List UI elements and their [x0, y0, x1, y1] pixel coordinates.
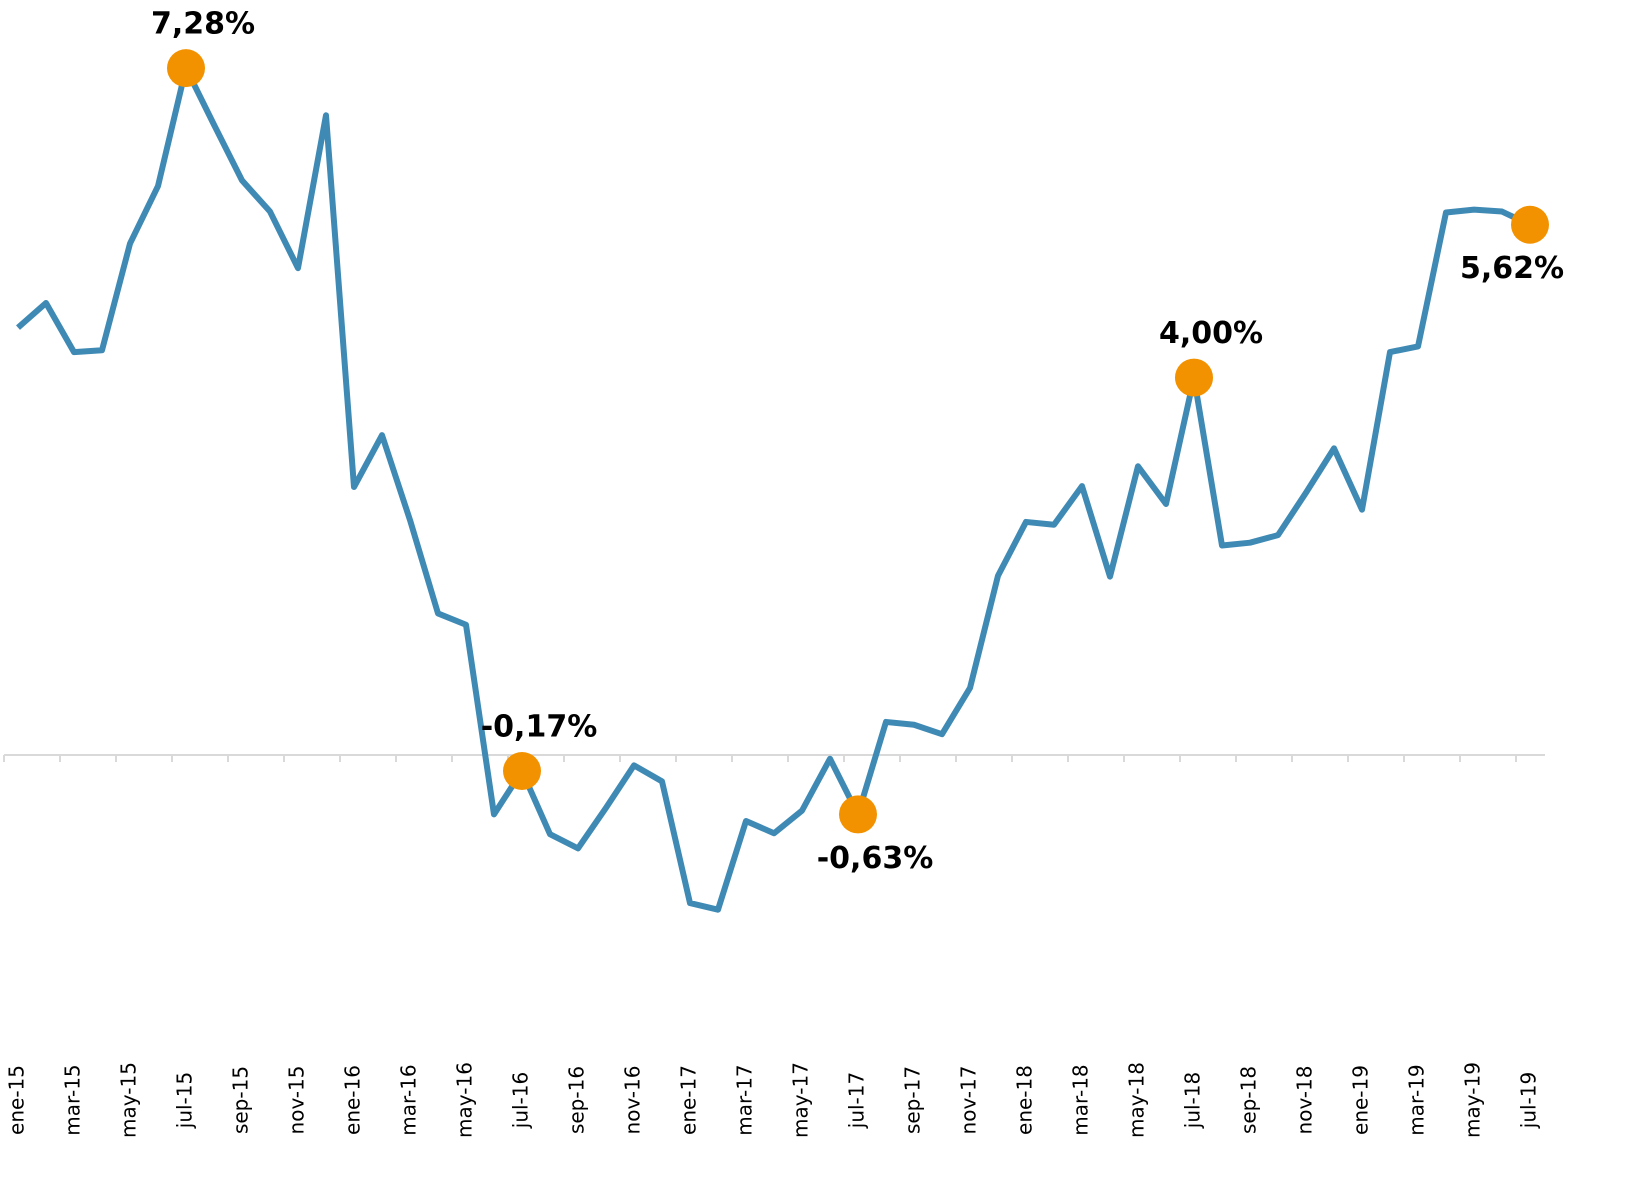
data-label: -0,17% — [481, 710, 598, 745]
x-tick-label: nov-16 — [621, 1066, 645, 1135]
data-label: 4,00% — [1159, 316, 1263, 351]
line-series — [16, 65, 1532, 913]
highlight-marker — [839, 795, 877, 834]
x-tick-label: jul-15 — [173, 1072, 197, 1129]
x-tick-label: ene-19 — [1349, 1065, 1373, 1135]
x-tick-label: may-18 — [1125, 1062, 1149, 1138]
x-tick-label: nov-18 — [1293, 1066, 1317, 1135]
x-tick-label: ene-17 — [677, 1065, 701, 1135]
data-label: 5,62% — [1460, 251, 1564, 286]
x-tick-label: sep-16 — [565, 1066, 589, 1134]
x-tick-label: jul-16 — [509, 1072, 533, 1129]
x-tick-label: nov-15 — [285, 1066, 309, 1135]
x-tick-label: mar-17 — [733, 1064, 757, 1135]
x-tick-label: mar-15 — [61, 1064, 85, 1135]
highlight-marker — [1175, 358, 1213, 397]
data-label: -0,63% — [817, 841, 934, 876]
x-tick-label: sep-18 — [1237, 1066, 1261, 1134]
x-tick-label: sep-17 — [901, 1066, 925, 1134]
x-tick-label: nov-17 — [957, 1066, 981, 1135]
x-tick-label: ene-15 — [5, 1065, 29, 1135]
x-tick-label: may-17 — [789, 1062, 813, 1138]
data-label: 7,28% — [151, 7, 255, 42]
highlight-marker — [503, 752, 541, 791]
x-tick-label: may-15 — [117, 1062, 141, 1138]
x-tick-label: sep-15 — [229, 1066, 253, 1134]
x-tick-label: jul-19 — [1517, 1072, 1541, 1129]
x-tick-label: ene-16 — [341, 1065, 365, 1135]
x-tick-label: may-19 — [1461, 1062, 1485, 1138]
x-tick-label: ene-18 — [1013, 1065, 1037, 1135]
highlight-marker — [167, 49, 205, 88]
x-tick-label: jul-17 — [845, 1072, 869, 1129]
x-tick-label: mar-19 — [1405, 1064, 1429, 1135]
x-tick-label: mar-16 — [397, 1064, 421, 1135]
highlight-marker — [1511, 205, 1549, 244]
x-tick-label: mar-18 — [1069, 1064, 1093, 1135]
x-tick-label: jul-18 — [1181, 1072, 1205, 1129]
x-tick-label: may-16 — [453, 1062, 477, 1138]
